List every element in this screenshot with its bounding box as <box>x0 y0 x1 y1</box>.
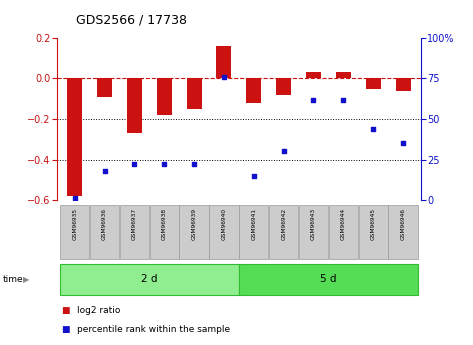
Text: ■: ■ <box>61 306 70 315</box>
Point <box>101 168 108 174</box>
Bar <box>217 46 231 79</box>
Point <box>250 173 258 179</box>
Bar <box>239 205 268 259</box>
Bar <box>299 205 328 259</box>
Bar <box>388 205 418 259</box>
Text: GSM96942: GSM96942 <box>281 208 286 240</box>
Bar <box>187 79 201 109</box>
Bar <box>157 79 172 115</box>
Bar <box>246 79 261 103</box>
Bar <box>67 79 82 196</box>
Text: GSM96944: GSM96944 <box>341 208 346 240</box>
Point <box>220 74 228 80</box>
Point <box>310 97 317 102</box>
Bar <box>269 205 298 259</box>
Point <box>399 141 407 146</box>
Bar <box>359 205 388 259</box>
Bar <box>60 264 239 295</box>
Text: percentile rank within the sample: percentile rank within the sample <box>77 325 230 334</box>
Text: ■: ■ <box>61 325 70 334</box>
Bar <box>329 205 358 259</box>
Text: GSM96935: GSM96935 <box>72 208 77 240</box>
Bar <box>306 72 321 79</box>
Text: GSM96945: GSM96945 <box>371 208 376 240</box>
Bar <box>97 79 112 97</box>
Bar <box>90 205 119 259</box>
Bar <box>60 205 89 259</box>
Text: 2 d: 2 d <box>141 275 158 284</box>
Bar <box>395 79 411 91</box>
Text: 5 d: 5 d <box>320 275 337 284</box>
Bar <box>366 79 381 89</box>
Text: ▶: ▶ <box>23 275 29 284</box>
Point <box>280 149 288 154</box>
Bar <box>239 264 418 295</box>
Text: GSM96938: GSM96938 <box>162 208 166 240</box>
Point <box>131 162 138 167</box>
Text: GSM96940: GSM96940 <box>221 208 227 240</box>
Text: log2 ratio: log2 ratio <box>77 306 120 315</box>
Text: GSM96939: GSM96939 <box>192 208 197 240</box>
Text: GSM96941: GSM96941 <box>251 208 256 240</box>
Bar <box>336 72 351 79</box>
Text: GSM96936: GSM96936 <box>102 208 107 240</box>
Text: GSM96943: GSM96943 <box>311 208 316 240</box>
Point <box>190 162 198 167</box>
Text: time: time <box>2 275 23 284</box>
Bar <box>127 79 142 133</box>
Point <box>369 126 377 131</box>
Bar <box>149 205 179 259</box>
Bar <box>120 205 149 259</box>
Text: GDS2566 / 17738: GDS2566 / 17738 <box>76 14 187 27</box>
Point <box>340 97 347 102</box>
Bar <box>210 205 238 259</box>
Bar <box>179 205 209 259</box>
Point <box>71 196 79 201</box>
Point <box>160 162 168 167</box>
Text: GSM96937: GSM96937 <box>132 208 137 240</box>
Bar <box>276 79 291 95</box>
Text: GSM96946: GSM96946 <box>401 208 405 240</box>
